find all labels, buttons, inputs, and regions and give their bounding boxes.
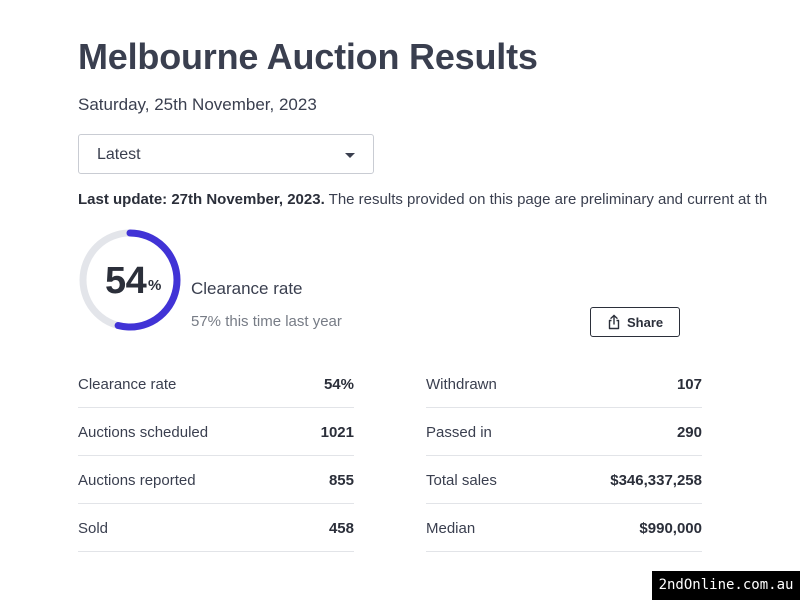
stats-table-right: Withdrawn 107 Passed in 290 Total sales $34… — [426, 360, 702, 552]
stat-label: Total sales — [426, 472, 497, 489]
stat-value: 107 — [676, 376, 702, 393]
stat-value: 1021 — [320, 424, 354, 441]
stat-row: Withdrawn 107 — [426, 360, 702, 408]
share-icon — [608, 314, 620, 330]
stat-value: 290 — [676, 424, 702, 441]
stat-row: Total sales $346,337,258 — [426, 456, 702, 504]
stat-label: Withdrawn — [426, 376, 497, 393]
dropdown-selected-value: Latest — [97, 146, 141, 163]
stat-label: Clearance rate — [78, 376, 177, 393]
last-update-text: The results provided on this page are pr… — [324, 191, 768, 208]
stat-row: Auctions scheduled 1021 — [78, 408, 354, 456]
stat-label: Median — [426, 520, 476, 537]
stat-label: Auctions scheduled — [78, 424, 209, 441]
stat-value: 54% — [323, 376, 354, 393]
share-button-label: Share — [627, 315, 664, 330]
stat-row: Clearance rate 54% — [78, 360, 354, 408]
stat-row: Auctions reported 855 — [78, 456, 354, 504]
clearance-rate-percent-sign: % — [148, 277, 162, 294]
page-title: Melbourne Auction Results — [78, 36, 538, 77]
gauge-progress-arc — [79, 229, 181, 331]
stat-value: 458 — [328, 520, 354, 537]
clearance-rate-gauge — [79, 229, 181, 331]
stat-row: Passed in 290 — [426, 408, 702, 456]
stat-label: Auctions reported — [78, 472, 196, 489]
last-update-label: Last update: 27th November, 2023. — [78, 191, 325, 208]
stat-value: 855 — [328, 472, 354, 489]
clearance-rate-value: 54 — [105, 260, 147, 302]
share-button[interactable]: Share — [590, 307, 680, 337]
clearance-rate-label: Clearance rate — [191, 279, 303, 298]
last-update-note: Last update: 27th November, 2023. The re… — [78, 191, 767, 208]
results-period-dropdown[interactable]: Latest — [78, 134, 374, 174]
stat-label: Sold — [78, 520, 109, 537]
stat-label: Passed in — [426, 424, 492, 441]
stat-row: Median $990,000 — [426, 504, 702, 552]
last-year-comparison: 57% this time last year — [191, 313, 342, 330]
watermark: 2ndOnline.com.au — [652, 571, 800, 600]
stat-value: $990,000 — [639, 520, 702, 537]
stat-value: $346,337,258 — [610, 472, 702, 489]
stat-row: Sold 458 — [78, 504, 354, 552]
chevron-down-icon — [345, 153, 355, 158]
stats-table-left: Clearance rate 54% Auctions scheduled 1021… — [78, 360, 354, 552]
auction-date: Saturday, 25th November, 2023 — [78, 95, 317, 114]
